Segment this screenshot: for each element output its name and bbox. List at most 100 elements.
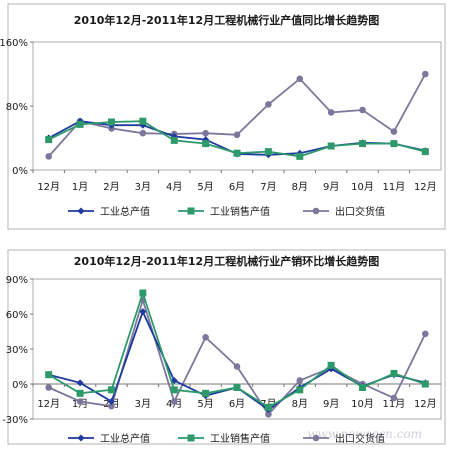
data-point <box>265 411 272 418</box>
x-tick-label: 9月 <box>323 398 339 410</box>
y-tick-label: 90% <box>6 275 28 286</box>
data-point <box>139 129 147 137</box>
x-tick-label: 3月 <box>135 181 151 193</box>
x-tick-label: 12月 <box>37 398 60 410</box>
data-point <box>359 106 366 114</box>
data-point <box>233 149 241 157</box>
series-2 <box>45 117 429 160</box>
x-tick-label: 11月 <box>383 181 406 193</box>
y-tick-label: 30% <box>6 345 28 356</box>
data-point <box>202 389 210 397</box>
chart-1: 2010年12月-2011年12月工程机械行业产值同比增长趋势图 0% 80% 160… <box>0 3 446 230</box>
x-tick-label: 6月 <box>229 398 245 410</box>
y-tick-label: 0% <box>12 166 28 177</box>
data-point <box>170 136 178 144</box>
data-point <box>233 131 241 139</box>
data-point <box>107 398 115 405</box>
legend-marker <box>312 434 320 442</box>
legend-marker <box>77 434 85 442</box>
chart-frame <box>7 3 446 230</box>
data-point <box>108 402 115 410</box>
data-point <box>45 371 53 379</box>
data-point <box>170 398 178 405</box>
x-tick-label: 5月 <box>197 398 213 410</box>
data-point <box>421 380 429 388</box>
data-point <box>390 394 398 402</box>
watermark-text: www.newsccn.com <box>307 427 422 441</box>
data-point <box>107 118 115 126</box>
data-point <box>202 334 209 341</box>
x-tick-label: 8月 <box>292 181 308 193</box>
y-tick-label: 0% <box>12 380 28 391</box>
y-tick-label: -30% <box>2 415 28 426</box>
x-tick-label: 10月 <box>351 181 374 193</box>
x-tick-label: 5月 <box>197 181 213 193</box>
data-point <box>421 148 429 156</box>
data-point <box>296 152 304 160</box>
y-tick-label: 160% <box>0 38 28 49</box>
data-point <box>327 109 335 116</box>
legend-label: 工业总产值 <box>100 432 150 445</box>
data-point <box>327 142 335 150</box>
data-point <box>422 330 429 338</box>
data-point <box>233 363 241 370</box>
legend-marker <box>187 434 195 442</box>
data-point <box>202 140 210 148</box>
data-point <box>390 370 398 377</box>
data-point <box>296 386 304 394</box>
x-tick-label: 3月 <box>135 398 151 410</box>
data-point <box>265 101 272 108</box>
chart-legend: 工业总产值 工业销售产值 出口交货值 <box>68 432 385 445</box>
data-point <box>359 384 367 391</box>
x-tick-label: 9月 <box>323 181 339 193</box>
x-tick-label: 8月 <box>292 398 308 410</box>
x-tick-label: 11月 <box>383 398 406 410</box>
legend-marker <box>312 207 320 215</box>
legend-label: 工业销售产值 <box>210 432 270 445</box>
series-2 <box>45 289 429 411</box>
x-tick-label: 12月 <box>414 398 437 410</box>
series-line <box>48 309 426 411</box>
data-point <box>139 289 147 297</box>
data-point <box>296 75 304 83</box>
data-point <box>390 128 398 135</box>
legend-label: 工业销售产值 <box>210 205 270 218</box>
chart-frame <box>7 249 446 445</box>
plot-area <box>32 278 442 420</box>
data-point <box>45 384 52 391</box>
data-point <box>202 129 209 137</box>
legend-marker <box>77 207 85 215</box>
x-tick-label: 7月 <box>260 181 276 193</box>
data-point <box>264 403 272 411</box>
data-point <box>359 140 367 148</box>
data-point <box>139 117 147 125</box>
legend-label: 出口交货值 <box>335 205 385 218</box>
data-point <box>76 398 84 405</box>
x-tick-label: 12月 <box>414 181 437 193</box>
data-point <box>107 386 115 394</box>
x-tick-label: 12月 <box>37 181 60 193</box>
series-3 <box>45 70 429 160</box>
x-tick-label: 6月 <box>229 181 245 193</box>
chart-legend: 工业总产值 工业销售产值 出口交货值 <box>68 205 385 218</box>
chart-title: 2010年12月-2011年12月工程机械行业产值同比增长趋势图 <box>74 13 379 27</box>
legend-label: 出口交货值 <box>335 432 385 445</box>
data-point <box>233 384 241 391</box>
data-point <box>264 148 272 156</box>
y-tick-label: 60% <box>6 310 28 321</box>
chart-title: 2010年12月-2011年12月工程机械行业产销环比增长趋势图 <box>74 254 379 268</box>
legend-marker <box>187 207 195 215</box>
x-tick-label: 4月 <box>166 181 182 193</box>
data-point <box>76 389 84 397</box>
data-point <box>76 120 84 128</box>
data-point <box>139 308 147 316</box>
x-tick-label: 10月 <box>351 398 374 410</box>
data-point <box>390 140 398 148</box>
data-point <box>170 386 178 394</box>
x-tick-label: 1月 <box>72 181 88 193</box>
y-tick-label: 80% <box>6 102 28 113</box>
data-point <box>422 70 429 78</box>
data-point <box>76 379 84 387</box>
